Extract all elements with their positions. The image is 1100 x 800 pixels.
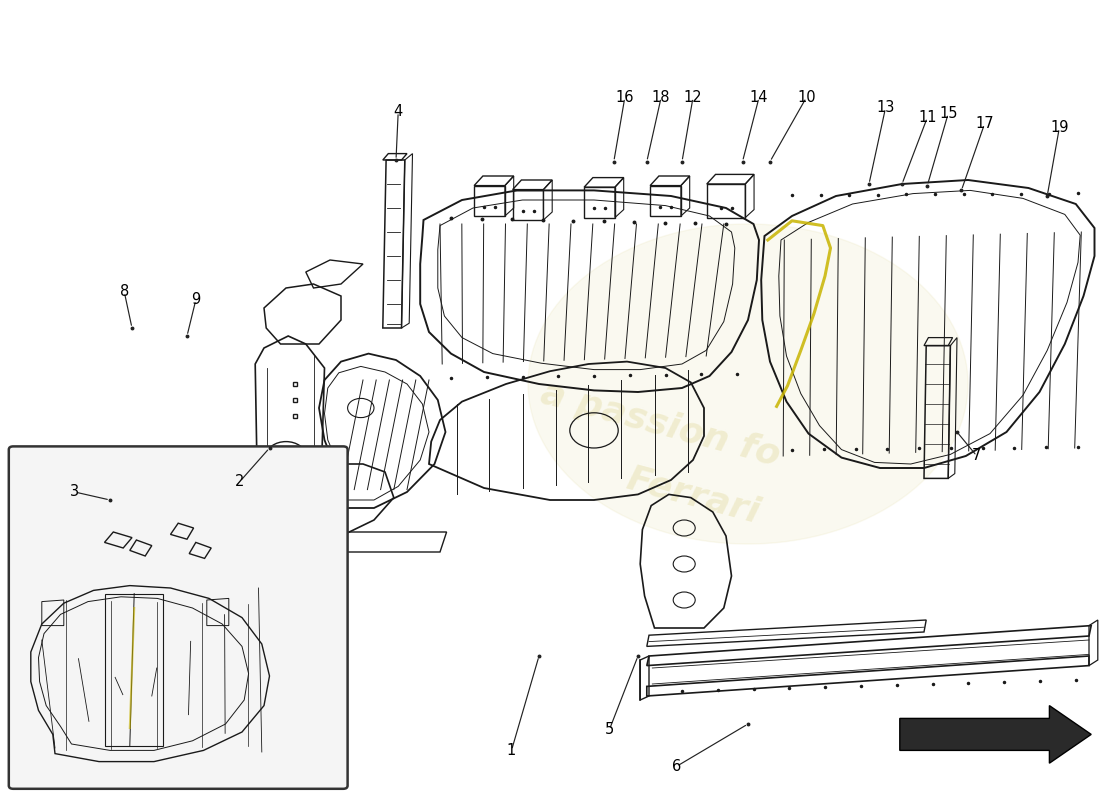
- FancyBboxPatch shape: [9, 446, 348, 789]
- Text: 9: 9: [191, 293, 200, 307]
- Text: 6: 6: [672, 759, 681, 774]
- Text: 16: 16: [616, 90, 634, 105]
- Text: 11: 11: [918, 110, 936, 125]
- Text: 8: 8: [120, 285, 129, 299]
- Text: 13: 13: [877, 101, 894, 115]
- Text: 4: 4: [394, 105, 403, 119]
- Text: Ferrari: Ferrari: [623, 462, 763, 530]
- Text: 5: 5: [605, 722, 614, 737]
- Text: 12: 12: [684, 90, 702, 105]
- Text: 15: 15: [939, 106, 957, 121]
- Text: 10: 10: [798, 90, 815, 105]
- Circle shape: [528, 224, 968, 544]
- Text: 7: 7: [972, 449, 981, 463]
- Text: a passion fo: a passion fo: [537, 376, 783, 472]
- Text: 14: 14: [750, 90, 768, 105]
- Text: 18: 18: [652, 90, 670, 105]
- Text: 1: 1: [507, 743, 516, 758]
- Text: 19: 19: [1050, 121, 1068, 135]
- Text: 2: 2: [235, 474, 244, 489]
- Polygon shape: [900, 706, 1091, 763]
- Text: 3: 3: [70, 485, 79, 499]
- Text: 17: 17: [976, 117, 993, 131]
